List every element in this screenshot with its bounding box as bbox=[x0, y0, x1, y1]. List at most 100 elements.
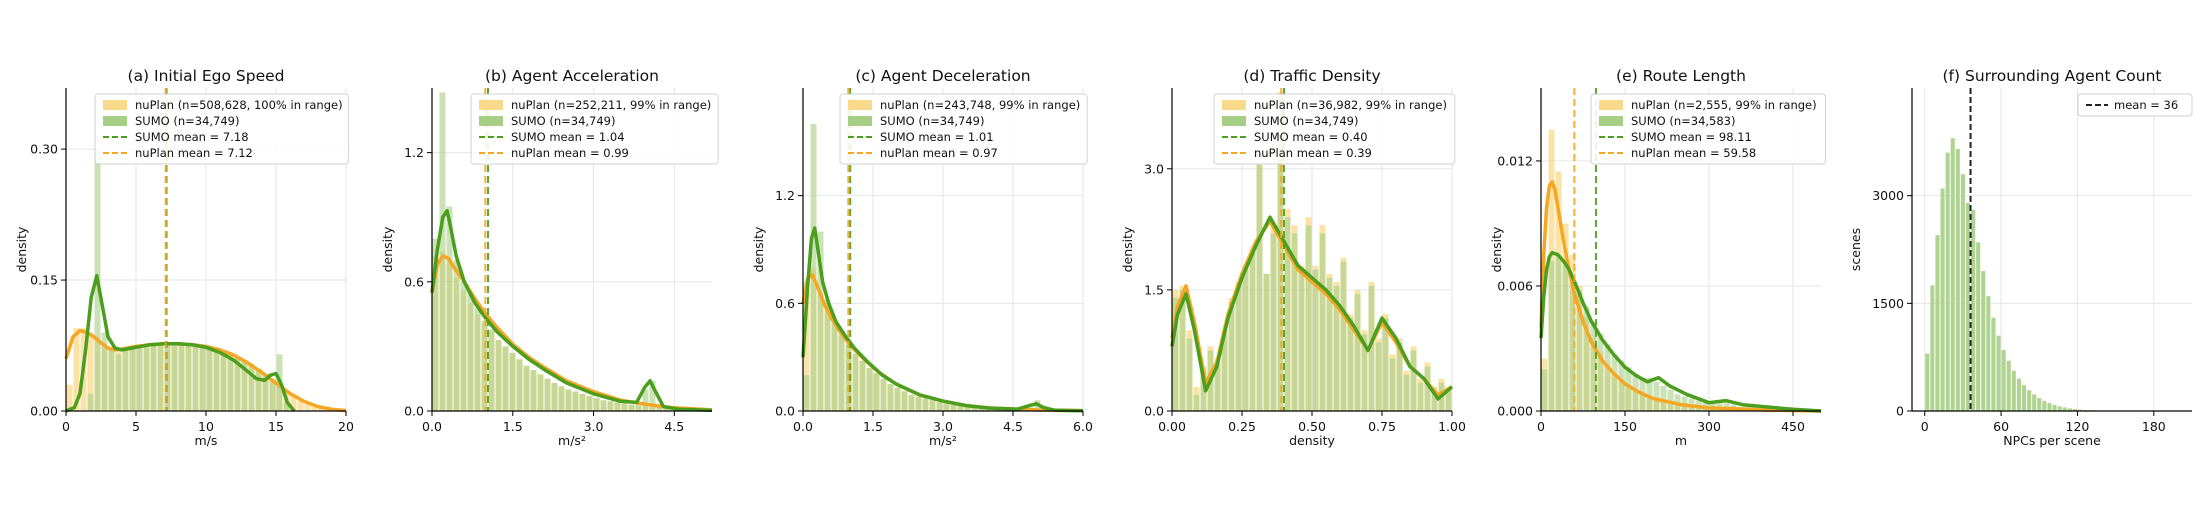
sumo-hist-bar bbox=[1319, 233, 1326, 411]
legend-label: nuPlan mean = 59.58 bbox=[1631, 146, 1756, 160]
hist-bar bbox=[2052, 404, 2057, 411]
sumo-hist-bar bbox=[1312, 269, 1319, 411]
hist-bar bbox=[1940, 188, 1945, 411]
legend-label: SUMO mean = 98.11 bbox=[1631, 130, 1752, 144]
x-axis-label: density bbox=[1289, 433, 1335, 448]
sumo-hist-bar bbox=[1590, 321, 1597, 411]
hist-bar bbox=[1986, 296, 1991, 411]
sumo-kde-line bbox=[430, 208, 713, 413]
sumo-hist-bar bbox=[1611, 354, 1618, 411]
chart-panel-e: 0 150 300 450 0.000 0.006 0.012 (e) Route Lengt… bbox=[1489, 67, 1826, 448]
chart-panel-a: 0 5 10 15 20 0.00 0.15 0.30 (a) Initial Ego Spee… bbox=[14, 67, 354, 448]
sumo-hist-bar bbox=[1604, 344, 1611, 411]
sumo-hist-bar bbox=[642, 389, 649, 411]
sumo-hist-bar bbox=[530, 370, 537, 411]
sumo-hist-bar bbox=[887, 384, 894, 411]
x-axis-label: m/s² bbox=[558, 433, 586, 448]
sumo-hist-bar bbox=[978, 407, 985, 411]
hist-bar bbox=[2016, 378, 2021, 411]
x-tick-label: 0.00 bbox=[1158, 419, 1186, 434]
sumo-hist-bar bbox=[199, 344, 206, 411]
y-tick-label: 0.15 bbox=[30, 273, 58, 288]
sumo-hist-bar bbox=[621, 403, 628, 411]
x-tick-label: 3.0 bbox=[584, 419, 604, 434]
sumo-hist-bar bbox=[628, 404, 635, 411]
sumo-hist-bar bbox=[586, 395, 593, 411]
x-tick-label: 300 bbox=[1697, 419, 1721, 434]
sumo-hist-bar bbox=[1333, 285, 1340, 411]
x-tick-label: 0 bbox=[1537, 419, 1545, 434]
x-axis-label: m bbox=[1675, 433, 1687, 448]
sumo-hist-bar bbox=[87, 393, 94, 411]
sumo-hist-bar bbox=[460, 281, 467, 411]
sumo-hist-bar bbox=[509, 352, 516, 411]
sumo-kde-line bbox=[801, 226, 1084, 413]
sumo-hist-bar bbox=[1618, 360, 1625, 411]
legend-box bbox=[470, 93, 719, 165]
sumo-hist-bar bbox=[122, 349, 129, 411]
y-axis-label: scenes bbox=[1848, 228, 1863, 271]
sumo-hist-bar bbox=[1541, 369, 1548, 411]
sumo-hist-bar bbox=[453, 260, 460, 411]
y-tick-label: 1.2 bbox=[404, 145, 424, 160]
nuplan-hist-bar bbox=[304, 404, 311, 411]
y-tick-label: 0.000 bbox=[1497, 404, 1533, 419]
x-axis-label: NPCs per scene bbox=[2003, 433, 2101, 448]
sumo-hist-bar bbox=[129, 348, 136, 411]
hist-bar bbox=[1925, 353, 1930, 411]
sumo-hist-bar bbox=[1179, 289, 1186, 411]
y-tick-label: 0.6 bbox=[775, 296, 795, 311]
sumo-hist-bar bbox=[234, 356, 241, 411]
sumo-hist-bar bbox=[817, 231, 824, 411]
sumo-hist-bar bbox=[1555, 254, 1562, 411]
chart-panel-d: 0.00 0.25 0.50 0.75 1.00 0.0 1.5 3.0 (d) Traffic… bbox=[1120, 67, 1466, 448]
sumo-hist-bar bbox=[1431, 390, 1438, 411]
sumo-hist-bar bbox=[150, 343, 157, 411]
sumo-hist-bar bbox=[1354, 293, 1361, 411]
y-axis-label: density bbox=[1489, 226, 1504, 272]
sumo-hist-bar bbox=[157, 342, 164, 411]
legend-swatch-nuplan bbox=[103, 100, 127, 110]
y-tick-label: 1.2 bbox=[775, 188, 795, 203]
legend-box bbox=[2077, 93, 2193, 117]
x-tick-label: 0.50 bbox=[1298, 419, 1326, 434]
nuplan-hist-bar bbox=[803, 281, 810, 411]
sumo-hist-bar bbox=[241, 360, 248, 411]
sumo-hist-bar bbox=[1632, 373, 1639, 411]
nuplan-hist-bar bbox=[73, 328, 80, 411]
legend-label: nuPlan mean = 7.12 bbox=[135, 146, 253, 160]
sumo-hist-bar bbox=[922, 398, 929, 411]
sumo-hist-bar bbox=[593, 398, 600, 411]
y-tick-label: 0.0 bbox=[404, 404, 424, 419]
legend-label: nuPlan mean = 0.39 bbox=[1254, 146, 1372, 160]
sumo-hist-bar bbox=[1326, 277, 1333, 411]
legend: nuPlan (n=2,555, 99% in range) SUMO (n=34… bbox=[1590, 93, 1826, 165]
hist-bar bbox=[1950, 138, 1955, 411]
sumo-hist-bar bbox=[880, 378, 887, 411]
sumo-hist-bar bbox=[1716, 400, 1723, 411]
sumo-hist-bar bbox=[255, 369, 262, 411]
sumo-hist-bar bbox=[558, 386, 565, 411]
sumo-hist-bar bbox=[971, 407, 978, 411]
sumo-hist-bar bbox=[1200, 370, 1207, 411]
hist-bar bbox=[1991, 317, 1996, 411]
legend: nuPlan (n=252,211, 99% in range) SUMO (n=… bbox=[470, 93, 719, 165]
sumo-hist-bar bbox=[670, 409, 677, 411]
sumo-hist-bar bbox=[838, 333, 845, 411]
sumo-hist-bar bbox=[600, 400, 607, 411]
sumo-hist-bar bbox=[866, 367, 873, 411]
hist-bar bbox=[2001, 349, 2006, 411]
sumo-hist-bar bbox=[432, 238, 439, 411]
sumo-hist-bar bbox=[1256, 164, 1263, 411]
legend: nuPlan (n=36,982, 99% in range) SUMO (n=3… bbox=[1213, 93, 1456, 165]
sumo-hist-bar bbox=[262, 374, 269, 411]
sumo-hist-bar bbox=[474, 307, 481, 411]
legend-box bbox=[839, 93, 1088, 165]
nuplan-hist-bar bbox=[87, 332, 94, 411]
legend-label: SUMO (n=34,749) bbox=[135, 114, 239, 128]
legend-swatch-sumo bbox=[848, 116, 872, 126]
sumo-hist-bar bbox=[1660, 385, 1667, 411]
x-tick-label: 0 bbox=[62, 419, 70, 434]
sumo-hist-bar bbox=[1548, 260, 1555, 411]
chart-panel-c: 0.0 1.5 3.0 4.5 6.0 0.0 0.6 1.2 (c) Agent Decele… bbox=[751, 67, 1093, 448]
